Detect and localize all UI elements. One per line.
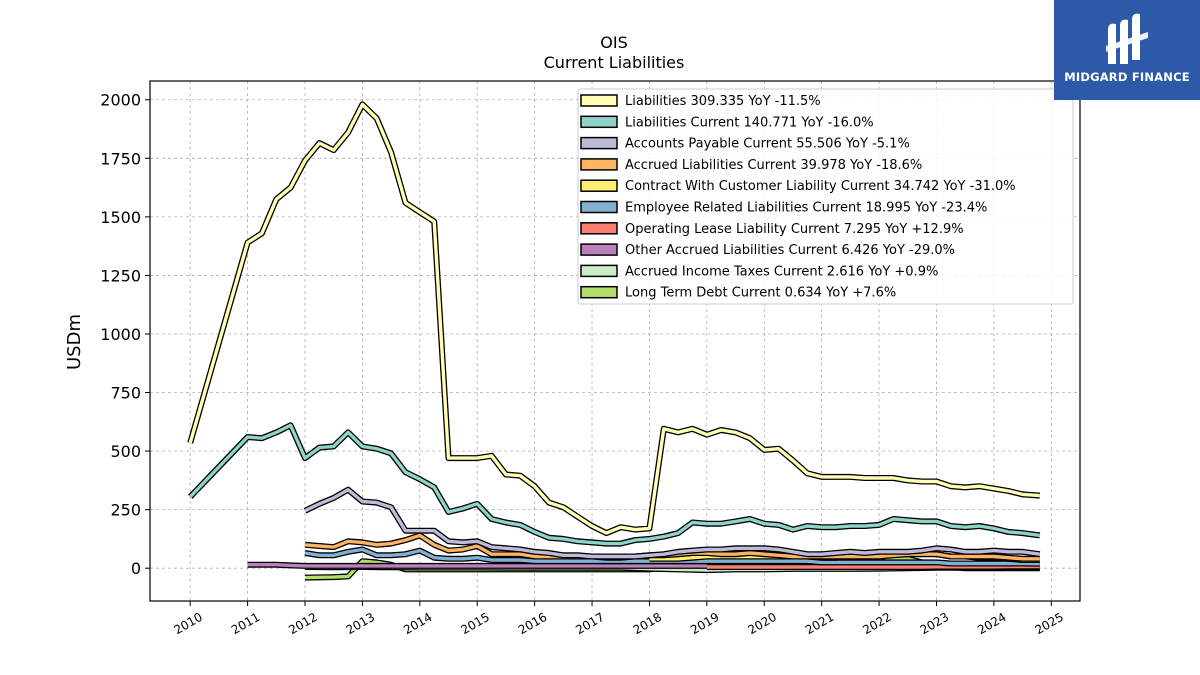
legend-label: Employee Related Liabilities Current 18.… [625,201,987,216]
legend-label: Accrued Liabilities Current 39.978 YoY -… [625,158,922,173]
y-tick-label: 1000 [100,325,141,344]
legend-label: Accrued Income Taxes Current 2.616 YoY +… [625,264,938,279]
logo-text: MIDGARD FINANCE [1064,70,1190,84]
x-tick-label: 2017 [573,610,606,637]
y-tick-label: 250 [110,501,141,520]
x-tick-label: 2011 [229,610,262,637]
legend-swatch [580,158,618,171]
legend-label: Operating Lease Liability Current 7.295 … [625,222,964,237]
x-tick-label: 2024 [975,610,1008,637]
y-tick-label: 1750 [100,149,141,168]
chart-title: OIS [600,33,627,52]
y-tick-label: 750 [110,384,141,403]
legend-swatch [580,200,618,214]
x-tick-label: 2010 [171,610,204,637]
x-tick-label: 2022 [860,610,893,637]
legend-label: Liabilities Current 140.771 YoY -16.0% [625,115,874,130]
x-tick-label: 2012 [286,610,319,637]
legend-swatch [580,94,618,107]
legend-label: Other Accrued Liabilities Current 6.426 … [625,243,955,258]
y-tick-label: 0 [131,559,141,578]
x-tick-label: 2025 [1033,610,1066,637]
x-tick-label: 2013 [344,610,377,637]
brand-logo: MIDGARD FINANCE [1054,0,1200,100]
x-tick-label: 2021 [803,610,836,637]
chart-subtitle: Current Liabilities [544,53,685,72]
legend-swatch [580,264,618,278]
axes-frame [149,80,1081,602]
series-lines [187,101,1041,581]
series-line-liabilities-current [188,423,1041,546]
legend-swatch [580,136,618,150]
legend-label: Accounts Payable Current 55.506 YoY -5.1… [625,137,910,152]
legend-box [577,88,1074,305]
legend-label: Liabilities 309.335 YoY -11.5% [625,94,821,109]
legend-label: Long Term Debt Current 0.634 YoY +7.6% [625,286,896,301]
logo-icon [1106,13,1148,65]
legend-label: Contract With Customer Liability Current… [625,179,1016,194]
legend-swatch [580,285,618,299]
x-tick-label: 2023 [918,610,951,637]
x-tick-label: 2018 [631,610,664,637]
series-line-liabilities [188,102,1040,535]
legend-swatch [580,115,618,129]
legend-swatch [580,243,618,256]
series-outline-liabilities-current [188,422,1041,547]
x-tick-label: 2016 [516,610,549,637]
x-tick-label: 2014 [401,610,434,637]
series-line-accounts-payable-current [304,488,1041,559]
x-tick-label: 2020 [746,610,779,637]
legend-swatch [580,179,618,192]
y-tick-label: 1500 [100,208,141,227]
y-tick-label: 2000 [100,91,141,110]
legend-swatch [580,222,618,235]
x-tick-label: 2015 [458,610,491,637]
y-tick-label: 500 [110,442,141,461]
legend: Liabilities 309.335 YoY -11.5% Liabilitie… [577,88,1074,305]
x-tick-label: 2019 [688,610,721,637]
y-axis-label: USDm [64,314,85,370]
y-tick-label: 1250 [100,266,141,285]
